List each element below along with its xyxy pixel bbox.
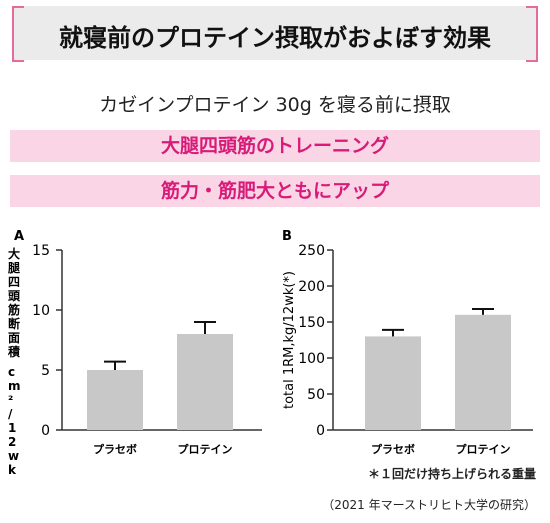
bar <box>455 314 511 430</box>
title-bracket-right <box>526 6 538 62</box>
highlight-band-training: 大腿四頭筋のトレーニング <box>10 130 540 162</box>
y-tick-label: 0 <box>316 423 325 439</box>
bar <box>87 370 143 430</box>
page-title: 就寝前のプロテイン摂取がおよぼす効果 <box>59 24 491 52</box>
subtitle: カゼインプロテイン 30g を寝る前に摂取 <box>99 94 451 116</box>
y-tick-label: 50 <box>307 387 325 403</box>
x-tick-label: プロテイン <box>456 442 511 456</box>
y-axis-label: 大腿四頭筋断面積 c m ²/1 2 w k <box>7 246 21 477</box>
panel-label: B <box>282 229 292 244</box>
y-tick-label: 150 <box>298 315 325 331</box>
footnote: ＊１回だけ持ち上げられる重量 <box>367 467 536 481</box>
y-tick-label: 100 <box>298 351 325 367</box>
bar <box>365 336 421 430</box>
y-tick-label: 250 <box>298 243 325 259</box>
highlight-band-result: 筋力・筋肥大ともにアップ <box>10 175 540 207</box>
panel-label: A <box>14 229 24 244</box>
y-tick-label: 0 <box>41 423 50 439</box>
y-tick-label: 15 <box>32 243 50 259</box>
y-axis-label: total 1RM,kg/12wk(*) <box>282 271 297 409</box>
x-tick-label: プラセボ <box>371 442 415 456</box>
chart-panel-a: A 0 5 10 15 プラセボ プロテイン 大腿四頭筋断面積 c m ²/1 2 w k <box>7 229 262 477</box>
source-note: （2021 年マーストリヒト大学の研究） <box>322 498 536 512</box>
y-tick-label: 200 <box>298 279 325 295</box>
x-tick-label: プラセボ <box>93 442 137 456</box>
bar <box>177 334 233 430</box>
y-tick-label: 5 <box>41 363 50 379</box>
x-tick-label: プロテイン <box>178 442 233 456</box>
title-box: 就寝前のプロテイン摂取がおよぼす効果 <box>12 6 538 62</box>
y-tick-label: 10 <box>32 303 50 319</box>
chart-panel-b: B 0 50 100 150 200 250 プラセボ プロテイン total 1RM,kg/12… <box>282 229 533 456</box>
title-bracket-left <box>12 6 24 62</box>
